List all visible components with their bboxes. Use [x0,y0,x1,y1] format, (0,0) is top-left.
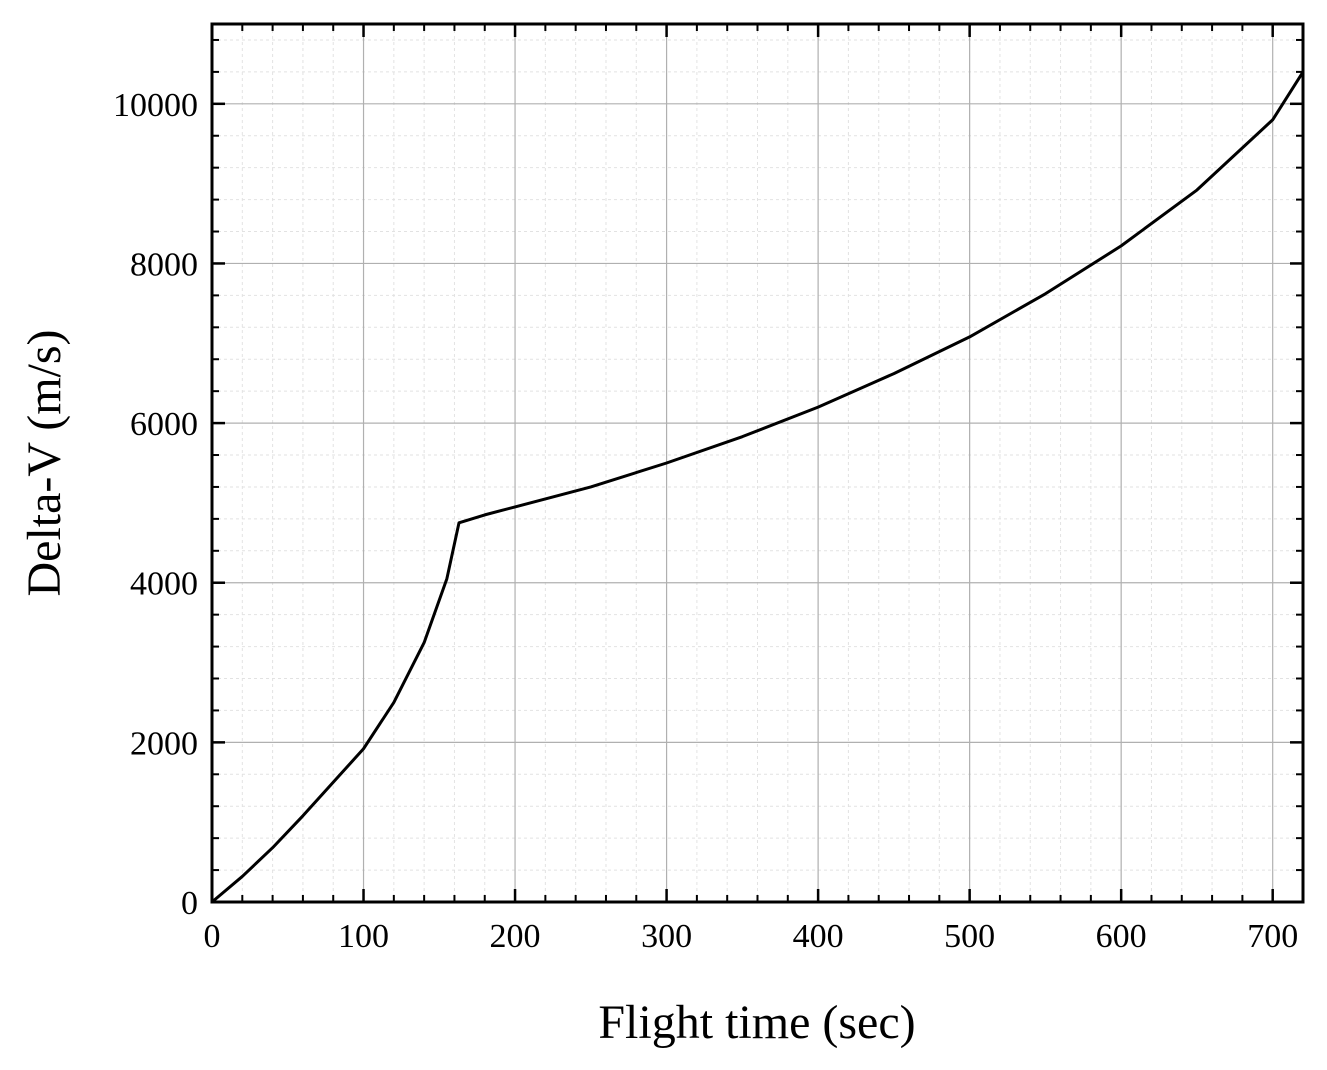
y-tick-label: 4000 [130,566,198,603]
y-tick-label: 2000 [130,725,198,762]
x-tick-label: 200 [490,918,541,955]
x-tick-label: 500 [944,918,995,955]
y-tick-label: 0 [181,885,198,922]
x-tick-label: 700 [1247,918,1298,955]
y-tick-label: 6000 [130,406,198,443]
x-tick-label: 300 [641,918,692,955]
plot-frame [210,22,1305,904]
y-tick-label: 8000 [130,246,198,283]
y-tick-label: 10000 [113,87,198,124]
y-axis-label: Delta-V (m/s) [18,329,71,596]
x-axis-label: Flight time (sec) [598,996,915,1049]
x-tick-label: 0 [204,918,221,955]
x-tick-label: 400 [793,918,844,955]
data-line [211,71,1305,904]
x-tick-label: 600 [1096,918,1147,955]
x-tick-label: 100 [338,918,389,955]
